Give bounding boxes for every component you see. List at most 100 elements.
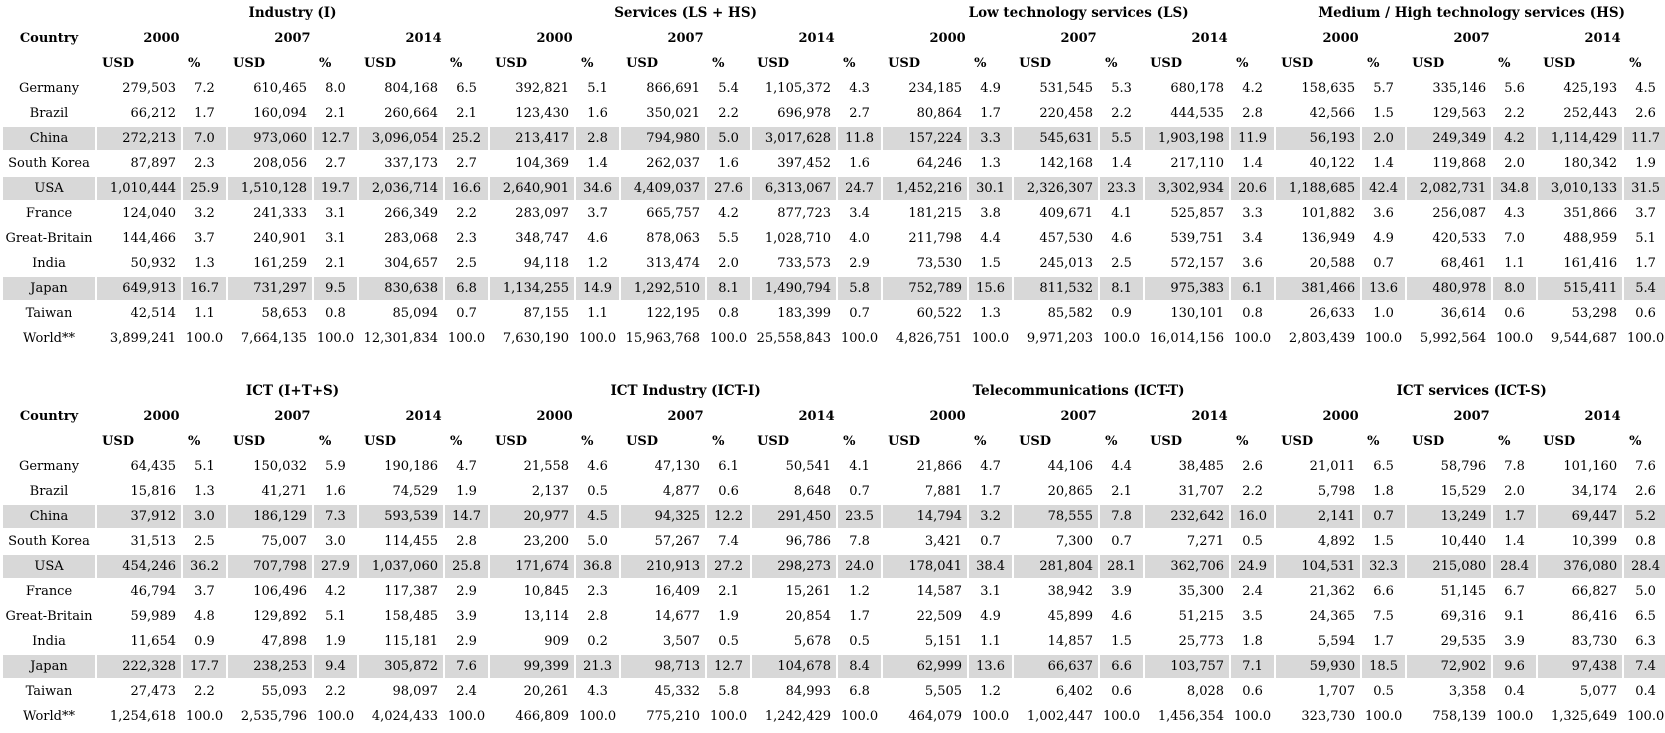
usd-cell: 8,648 [793, 484, 832, 499]
data-table: ICT (I+T+S) ICT Industry (ICT-I) Telecommu… [1, 378, 1665, 730]
percent-cell: 5.1 [325, 609, 346, 624]
percent-cell: 2.2 [325, 684, 346, 699]
usd-cell: 101,882 [1301, 206, 1356, 221]
usd-cell: 298,273 [752, 555, 837, 578]
usd-cell: 101,160 [1563, 459, 1618, 474]
usd-cell: 37,912 [97, 505, 181, 528]
percent-cell: 6.6 [1100, 655, 1144, 678]
ict-breakdown-table: ICT (I+T+S) ICT Industry (ICT-I) Telecommu… [0, 378, 1665, 730]
usd-header: USD [757, 434, 790, 449]
usd-cell: 130,101 [1170, 306, 1225, 321]
percent-header: % [319, 56, 332, 71]
percent-cell: 28.1 [1100, 555, 1144, 578]
usd-cell: 2,082,731 [1407, 177, 1492, 200]
usd-cell: 6,402 [1055, 684, 1094, 699]
percent-cell: 1.2 [587, 256, 608, 271]
usd-cell: 804,168 [384, 81, 438, 96]
usd-cell: 72,902 [1407, 655, 1492, 678]
percent-cell: 7.5 [1373, 609, 1394, 624]
percent-cell: 16.0 [1231, 505, 1275, 528]
percent-cell: 3.4 [849, 206, 870, 221]
usd-cell: 20,588 [1309, 256, 1356, 271]
usd-cell: 7,881 [924, 484, 963, 499]
country-cell: India [32, 256, 66, 271]
usd-cell: 50,932 [130, 256, 177, 271]
usd-cell: 252,443 [1563, 106, 1618, 121]
usd-cell: 186,129 [228, 505, 312, 528]
percent-cell: 23.3 [1100, 177, 1144, 200]
percent-cell: 2.2 [194, 684, 215, 699]
year-header: 2007 [1453, 409, 1490, 424]
percent-cell: 4.4 [980, 231, 1001, 246]
country-cell: Taiwan [25, 684, 73, 699]
percent-cell: 9.5 [314, 277, 357, 300]
usd-cell: 5,151 [924, 634, 963, 649]
table-row: South Korea 31,513 2.5 75,007 3.0 114,455 2.8 2… [3, 530, 1665, 553]
usd-cell: 3,358 [1448, 684, 1487, 699]
usd-cell: 104,678 [752, 655, 837, 678]
percent-cell: 28.4 [1624, 555, 1665, 578]
percent-cell: 1.1 [194, 306, 215, 321]
usd-cell: 1,002,447 [1026, 709, 1094, 724]
year-header: 2007 [1060, 31, 1097, 46]
percent-cell: 0.7 [980, 534, 1001, 549]
percent-cell: 2.3 [587, 584, 608, 599]
group-title: Telecommunications (ICT-T) [972, 383, 1185, 399]
usd-header: USD [1150, 434, 1183, 449]
usd-cell: 208,056 [253, 156, 307, 171]
country-cell: France [25, 206, 73, 221]
percent-cell: 100.0 [1364, 331, 1403, 346]
usd-cell: 4,024,433 [371, 709, 438, 724]
usd-cell: 29,535 [1440, 634, 1487, 649]
usd-cell: 220,458 [1039, 106, 1094, 121]
percent-header: % [712, 434, 725, 449]
percent-cell: 100.0 [316, 331, 355, 346]
corner-spacer [3, 380, 95, 403]
usd-cell: 240,901 [253, 231, 307, 246]
table-row: Japan 222,328 17.7 238,253 9.4 305,872 7.6 99,3… [3, 655, 1665, 678]
percent-cell: 4.9 [1373, 231, 1394, 246]
usd-cell: 87,155 [523, 306, 570, 321]
percent-cell: 16.6 [445, 177, 489, 200]
usd-cell: 123,430 [515, 106, 570, 121]
group-header-row: ICT (I+T+S) ICT Industry (ICT-I) Telecommu… [3, 380, 1665, 403]
usd-cell: 59,989 [130, 609, 177, 624]
year-header: 2007 [274, 409, 311, 424]
percent-cell: 5.8 [718, 684, 739, 699]
usd-cell: 16,014,156 [1149, 331, 1225, 346]
percent-cell: 4.6 [1111, 609, 1132, 624]
usd-cell: 20,977 [490, 505, 575, 528]
usd-cell: 444,535 [1170, 106, 1225, 121]
percent-cell: 4.2 [1242, 81, 1263, 96]
usd-cell: 103,757 [1145, 655, 1230, 678]
usd-cell: 129,563 [1432, 106, 1487, 121]
usd-header: USD [888, 434, 921, 449]
usd-cell: 42,514 [130, 306, 177, 321]
percent-cell: 8.1 [1100, 277, 1144, 300]
table-row: Great-Britain 59,989 4.8 129,892 5.1 158,485 3… [3, 605, 1665, 628]
usd-cell: 213,417 [490, 127, 575, 150]
usd-cell: 5,992,564 [1419, 331, 1487, 346]
percent-cell: 2.9 [456, 584, 477, 599]
percent-cell: 0.8 [1635, 534, 1656, 549]
usd-cell: 80,864 [916, 106, 963, 121]
percent-cell: 2.1 [456, 106, 477, 121]
percent-cell: 0.6 [1635, 306, 1656, 321]
percent-cell: 7.4 [1624, 655, 1665, 678]
table-row: South Korea 87,897 2.3 208,056 2.7 337,173 2.7… [3, 152, 1665, 175]
country-cell: World** [23, 709, 75, 724]
usd-header: USD [1412, 434, 1445, 449]
percent-cell: 8.0 [1493, 277, 1537, 300]
usd-cell: 878,063 [646, 231, 701, 246]
usd-cell: 41,271 [261, 484, 308, 499]
usd-cell: 304,657 [384, 256, 438, 271]
percent-cell: 4.1 [849, 459, 870, 474]
usd-cell: 680,178 [1170, 81, 1225, 96]
percent-cell: 14.9 [576, 277, 620, 300]
usd-cell: 51,215 [1178, 609, 1225, 624]
usd-cell: 42,566 [1309, 106, 1356, 121]
usd-cell: 47,898 [261, 634, 308, 649]
year-header: 2000 [536, 409, 573, 424]
usd-cell: 305,872 [359, 655, 443, 678]
percent-header: % [1629, 56, 1642, 71]
